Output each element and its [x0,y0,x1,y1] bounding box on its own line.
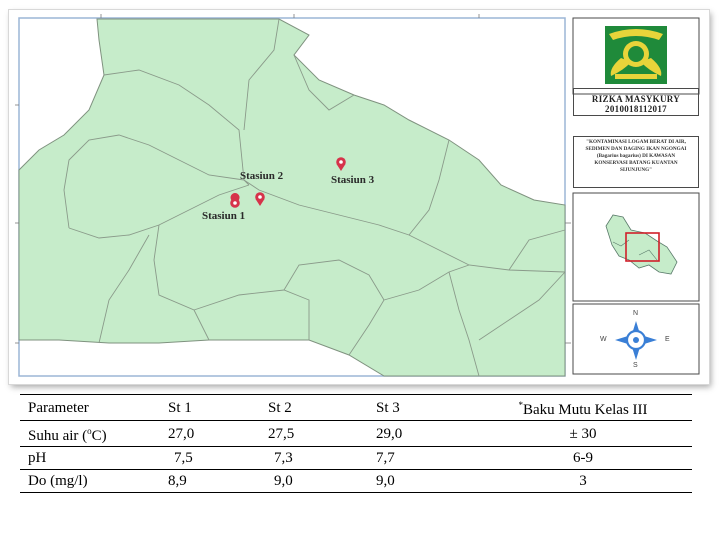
cell-baku: 6-9 [466,446,692,470]
map-figure: Stasiun 1 Stasiun 2 Stasiun 3 RIZKA MASY… [9,10,709,384]
station-label-1: Stasiun 1 [202,210,246,222]
cell-baku: 3 [466,469,692,493]
table-row: Suhu air (oC) 27,0 27,5 29,0 ± 30 [20,420,692,447]
cell-baku: ± 30 [466,420,692,447]
cell-st1: 8,9 [160,469,260,493]
cell-st2: 7,3 [260,446,368,470]
cell-st1: 27,0 [160,420,260,447]
compass-rose [572,303,700,375]
author-panel: RIZKA MASYKURY 2010018112017 [573,88,699,116]
cell-param: pH [20,446,160,470]
university-logo [572,17,700,95]
header-baku-mutu: *Baku Mutu Kelas III [466,394,692,421]
compass-w-label: W [600,336,607,343]
cell-param: Do (mg/l) [20,469,160,493]
param-text: Suhu air ( [28,428,88,444]
cell-st3: 7,7 [368,446,466,470]
thesis-title-panel: "KONTAMINASI LOGAM BERAT DI AIR, SEDIMEN… [573,136,699,188]
compass-n-label: N [633,310,639,317]
station-pin-3 [336,157,346,171]
compass-e-label: E [665,336,670,343]
station-label-3: Stasiun 3 [331,174,375,186]
cell-st1: 7,5 [160,446,260,470]
header-parameter: Parameter [20,394,160,421]
header-st3: St 3 [368,394,466,421]
author-id: 2010018112017 [605,104,667,114]
cell-st2: 27,5 [260,420,368,447]
station-label-2: Stasiun 2 [240,170,284,182]
station-pin-1 [230,193,240,209]
grid-ticks [15,14,571,344]
header-asterisk: * [518,400,523,410]
land-region [18,18,566,377]
author-name: RIZKA MASYKURY [591,94,681,104]
map-graphic [15,14,700,377]
district-boundaries [63,18,566,377]
cell-param: Suhu air (oC) [20,420,160,447]
header-st1: St 1 [160,394,260,421]
param-unit: C) [91,428,107,444]
table-header-row: Parameter St 1 St 2 St 3 *Baku Mutu Kela… [20,394,692,421]
thesis-title: "KONTAMINASI LOGAM BERAT DI AIR, SEDIMEN… [585,139,687,173]
cell-st3: 29,0 [368,420,466,447]
station-pin-2 [255,192,265,206]
table-row: pH 7,5 7,3 7,7 6-9 [20,446,692,470]
header-st2: St 2 [260,394,368,421]
inset-map [572,192,700,302]
table-row: Do (mg/l) 8,9 9,0 9,0 3 [20,469,692,493]
cell-st2: 9,0 [260,469,368,493]
water-quality-table: Parameter St 1 St 2 St 3 *Baku Mutu Kela… [20,394,692,493]
degree-sup: o [87,426,92,436]
header-baku-mutu-label: Baku Mutu Kelas III [522,402,648,418]
compass-s-label: S [633,362,638,369]
cell-st3: 9,0 [368,469,466,493]
